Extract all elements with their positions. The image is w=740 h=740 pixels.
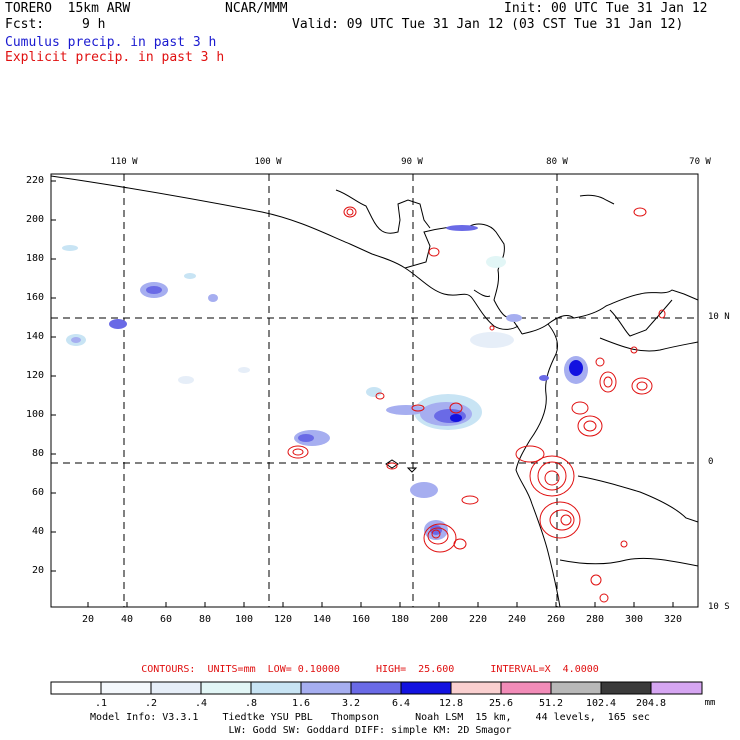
scale-swatch bbox=[650, 681, 703, 695]
scale-label: .4 bbox=[194, 698, 208, 709]
scale-swatch bbox=[300, 681, 352, 695]
x-tick: 140 bbox=[312, 614, 332, 625]
y-tick: 140 bbox=[25, 331, 44, 342]
y-tick-marks bbox=[51, 180, 56, 572]
scale-label: .8 bbox=[244, 698, 258, 709]
graticule bbox=[51, 174, 698, 607]
cumulus-precip-title: Cumulus precip. in past 3 h bbox=[5, 35, 217, 50]
scale-swatch bbox=[450, 681, 502, 695]
x-tick: 220 bbox=[468, 614, 488, 625]
lon-label-80w: 80 W bbox=[546, 157, 568, 167]
scale-swatch bbox=[100, 681, 152, 695]
x-tick: 160 bbox=[351, 614, 371, 625]
scale-label: 3.2 bbox=[341, 698, 361, 709]
scale-swatch bbox=[200, 681, 252, 695]
color-scale-bar bbox=[50, 681, 703, 695]
scale-swatch bbox=[350, 681, 402, 695]
scale-swatch bbox=[550, 681, 602, 695]
init-time: Init: 00 UTC Tue 31 Jan 12 bbox=[504, 1, 708, 16]
x-tick: 280 bbox=[585, 614, 605, 625]
lat-label-10n: 10 N bbox=[708, 312, 730, 322]
scale-label: 6.4 bbox=[391, 698, 411, 709]
fcst-label: Fcst: bbox=[5, 17, 45, 32]
lat-label-10s: 10 S bbox=[708, 602, 730, 612]
y-tick: 40 bbox=[31, 526, 44, 537]
map-frame bbox=[50, 173, 699, 608]
x-tick: 240 bbox=[507, 614, 527, 625]
explicit-precip-contours bbox=[287, 206, 666, 603]
lon-label-100w: 100 W bbox=[254, 157, 282, 167]
scale-label: 102.4 bbox=[585, 698, 617, 709]
y-tick: 120 bbox=[25, 370, 44, 381]
cumulus-precip-shading bbox=[62, 225, 588, 540]
x-tick: 100 bbox=[234, 614, 254, 625]
contours-info: CONTOURS: UNITS=mm LOW= 0.10000 HIGH= 25… bbox=[141, 664, 599, 675]
x-tick: 60 bbox=[159, 614, 173, 625]
scale-label: 25.6 bbox=[488, 698, 514, 709]
y-tick: 160 bbox=[25, 292, 44, 303]
scale-unit: mm bbox=[704, 698, 716, 708]
scale-label: 204.8 bbox=[635, 698, 667, 709]
y-tick: 200 bbox=[25, 214, 44, 225]
y-tick: 20 bbox=[31, 565, 44, 576]
fcst-value: 9 h bbox=[82, 17, 106, 32]
lat-label-0: 0 bbox=[708, 457, 714, 467]
scale-label: 51.2 bbox=[538, 698, 564, 709]
scale-label: .1 bbox=[94, 698, 108, 709]
x-tick: 320 bbox=[663, 614, 683, 625]
scale-swatch bbox=[500, 681, 552, 695]
y-tick: 80 bbox=[31, 448, 44, 459]
valid-time: Valid: 09 UTC Tue 31 Jan 12 (03 CST Tue … bbox=[292, 17, 684, 32]
scale-label: .2 bbox=[144, 698, 158, 709]
scale-swatch bbox=[400, 681, 452, 695]
x-tick-marks bbox=[87, 602, 674, 607]
y-tick: 100 bbox=[25, 409, 44, 420]
y-tick: 180 bbox=[25, 253, 44, 264]
x-tick: 180 bbox=[390, 614, 410, 625]
y-tick: 220 bbox=[25, 175, 44, 186]
x-tick: 200 bbox=[429, 614, 449, 625]
scale-label: 1.6 bbox=[291, 698, 311, 709]
scale-label: 12.8 bbox=[438, 698, 464, 709]
lon-label-110w: 110 W bbox=[110, 157, 138, 167]
lon-label-70w: 70 W bbox=[689, 157, 711, 167]
x-tick: 300 bbox=[624, 614, 644, 625]
x-tick: 260 bbox=[546, 614, 566, 625]
model-info-line2: LW: Godd SW: Goddard DIFF: simple KM: 2D… bbox=[228, 725, 512, 736]
model-info-line1: Model Info: V3.3.1 Tiedtke YSU PBL Thomp… bbox=[90, 712, 650, 723]
explicit-precip-title: Explicit precip. in past 3 h bbox=[5, 50, 225, 65]
scale-swatch bbox=[150, 681, 202, 695]
org-label: NCAR/MMM bbox=[225, 1, 288, 16]
x-tick: 40 bbox=[120, 614, 134, 625]
y-tick: 60 bbox=[31, 487, 44, 498]
scale-swatch bbox=[600, 681, 652, 695]
x-tick: 80 bbox=[198, 614, 212, 625]
model-title: TORERO 15km ARW bbox=[5, 1, 131, 16]
scale-swatch bbox=[250, 681, 302, 695]
lon-label-90w: 90 W bbox=[401, 157, 423, 167]
x-tick: 20 bbox=[81, 614, 95, 625]
scale-swatch bbox=[50, 681, 102, 695]
x-tick: 120 bbox=[273, 614, 293, 625]
